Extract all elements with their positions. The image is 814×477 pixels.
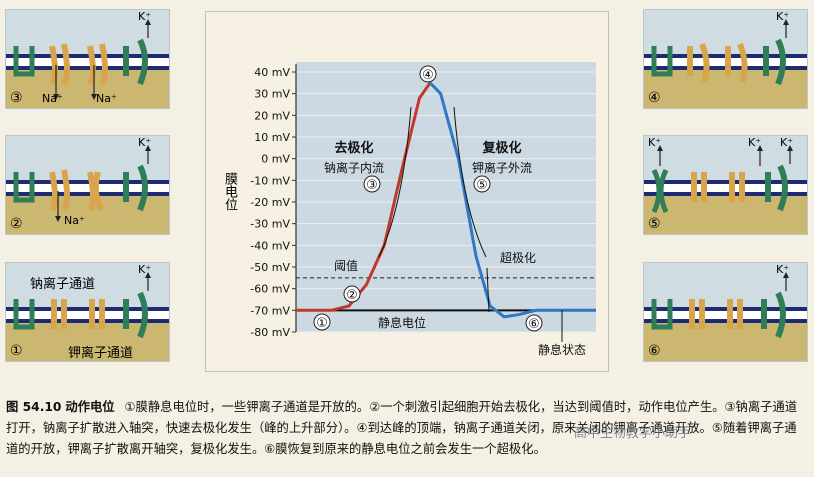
step-badge: ② bbox=[10, 216, 23, 232]
k-ion-label: K⁺ bbox=[776, 10, 790, 23]
depolarization-bracket bbox=[378, 106, 412, 258]
step-marker-5 bbox=[473, 175, 491, 193]
y-tick-label: -60 mV bbox=[250, 283, 290, 296]
panel-step-5: K⁺ K⁺ K⁺ ⑤ bbox=[643, 135, 808, 235]
sodium-channel-label: 钠离子通道 bbox=[30, 277, 96, 292]
panel-step-6: K⁺ ⑥ bbox=[643, 262, 808, 362]
step-badge: ⑤ bbox=[648, 216, 661, 232]
step-marker-label: ③ bbox=[366, 178, 378, 193]
na-ion-label: Na⁺ bbox=[96, 92, 117, 105]
watermark: 高中生物教学小助手 bbox=[574, 426, 692, 441]
resting-potential-label: 静息电位 bbox=[378, 315, 426, 330]
hyperpolarization-pointer bbox=[486, 267, 490, 313]
step-badge: ④ bbox=[648, 90, 661, 106]
step-badge: ⑥ bbox=[648, 343, 661, 359]
potassium-channel bbox=[123, 38, 148, 86]
step-marker-label: ② bbox=[346, 288, 358, 303]
k-ion-label: K⁺ bbox=[138, 263, 152, 276]
hyperpolarization-label: 超极化 bbox=[500, 250, 536, 265]
k-ion-label: K⁺ bbox=[138, 10, 152, 23]
y-tick-label: -20 mV bbox=[250, 196, 290, 209]
figure-caption: 图 54.10 动作电位 ①膜静息电位时，一些钾离子通道是开放的。②一个刺激引起… bbox=[6, 397, 806, 460]
step-marker-label: ① bbox=[316, 316, 328, 331]
step-marker-label: ④ bbox=[422, 68, 434, 83]
membrane-diagram bbox=[644, 10, 807, 108]
k-ion-label: K⁺ bbox=[648, 136, 662, 149]
y-tick-label: 0 mV bbox=[261, 153, 290, 166]
step-badge: ③ bbox=[10, 90, 23, 106]
panel-step-3: K⁺ Na⁺ Na⁺ ③ bbox=[5, 9, 170, 109]
step-marker-label: ⑤ bbox=[476, 178, 488, 193]
panel-step-2: K⁺ Na⁺ ② bbox=[5, 135, 170, 235]
y-tick-label: -30 mV bbox=[250, 218, 290, 231]
y-axis-label: 膜电位 bbox=[222, 172, 237, 211]
sodium-channel-open bbox=[49, 43, 70, 86]
figure-title: 动作电位 bbox=[65, 400, 115, 414]
repolarization-bracket bbox=[453, 106, 487, 258]
membrane-diagram bbox=[6, 10, 169, 108]
y-tick-label: -10 mV bbox=[250, 174, 290, 187]
caption-text: ①膜静息电位时，一些钾离子通道是开放的。②一个刺激引起细胞开始去极化，当达到阈值… bbox=[6, 400, 798, 456]
depolarization-curve bbox=[296, 81, 432, 312]
figure-number: 图 54.10 bbox=[6, 400, 62, 414]
step-marker-6 bbox=[525, 314, 543, 332]
k-ion-label: K⁺ bbox=[748, 136, 762, 149]
panel-step-1: K⁺ 钠离子通道 钾离子通道 ① bbox=[5, 262, 170, 362]
sodium-channel-open bbox=[87, 43, 108, 86]
y-tick-label: -40 mV bbox=[250, 239, 290, 252]
y-tick-label: 30 mV bbox=[254, 88, 290, 101]
y-tick-label: -50 mV bbox=[250, 261, 290, 274]
repolarization-title: 复极化 bbox=[481, 140, 521, 156]
membrane-diagram bbox=[644, 136, 807, 234]
step-marker-3 bbox=[363, 175, 381, 193]
membrane-diagram bbox=[6, 263, 169, 361]
na-ion-label: Na⁺ bbox=[42, 92, 63, 105]
y-tick-label: 40 mV bbox=[254, 66, 290, 79]
step-marker-1 bbox=[313, 313, 331, 331]
step-marker-2 bbox=[343, 285, 361, 303]
y-tick-label: -70 mV bbox=[250, 304, 290, 317]
depolarization-title: 去极化 bbox=[334, 140, 373, 156]
k-ion-label: K⁺ bbox=[776, 263, 790, 276]
k-channel-leak bbox=[13, 46, 35, 77]
panel-step-4: K⁺ ④ bbox=[643, 9, 808, 109]
k-ion-label: K⁺ bbox=[780, 136, 794, 149]
step-badge: ① bbox=[10, 343, 23, 359]
membrane-diagram bbox=[6, 136, 169, 234]
repolarization-subtitle: 钾离子外流 bbox=[472, 160, 532, 175]
repolarization-curve bbox=[429, 81, 596, 319]
membrane-diagram bbox=[644, 263, 807, 361]
action-potential-chart: 40 mV 30 mV 20 mV 10 mV 0 mV -10 mV -20 mV -30 … bbox=[205, 11, 609, 372]
threshold-label: 阈值 bbox=[334, 258, 358, 273]
step-marker-label: ⑥ bbox=[528, 317, 540, 332]
chart-svg: 40 mV 30 mV 20 mV 10 mV 0 mV -10 mV -20 mV -30 … bbox=[250, 62, 596, 357]
resting-state-label: 静息状态 bbox=[538, 342, 586, 357]
y-tick-label: 20 mV bbox=[254, 109, 290, 122]
depolarization-subtitle: 钠离子内流 bbox=[324, 160, 384, 175]
potassium-channel-label: 钾离子通道 bbox=[68, 346, 134, 361]
y-tick-label: 10 mV bbox=[254, 131, 290, 144]
step-marker-4 bbox=[419, 65, 437, 83]
y-tick-label: -80 mV bbox=[250, 326, 290, 339]
plot-area bbox=[296, 62, 596, 332]
k-ion-label: K⁺ bbox=[138, 136, 152, 149]
na-ion-label: Na⁺ bbox=[64, 214, 85, 227]
